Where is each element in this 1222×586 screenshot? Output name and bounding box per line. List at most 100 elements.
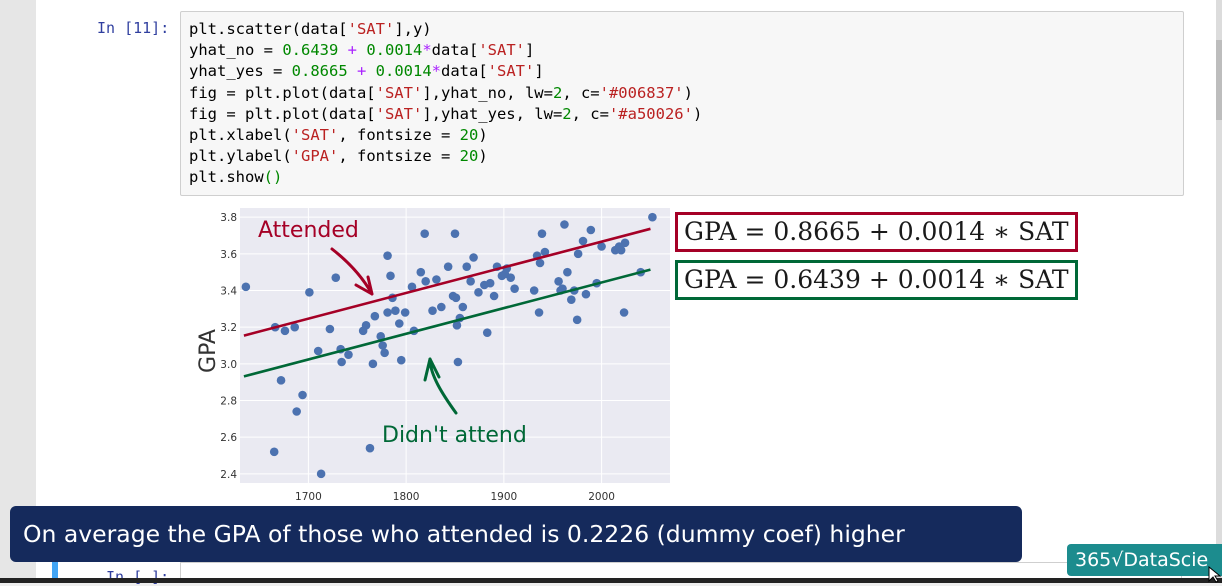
data-point <box>325 324 335 334</box>
equation-didnt-attend: GPA = 0.6439 + 0.0014 ∗ SAT <box>675 260 1078 300</box>
code-cell[interactable] <box>180 11 1184 196</box>
subtitle-caption: On average the GPA of those who attended… <box>10 506 1022 562</box>
data-point <box>566 295 576 304</box>
data-point <box>241 282 251 292</box>
regression-lines <box>243 227 651 378</box>
data-point <box>535 258 545 268</box>
data-point <box>432 275 441 284</box>
data-point <box>474 288 483 297</box>
regression-line <box>243 268 651 378</box>
selected-cell-indicator <box>52 562 58 582</box>
scrollbar-thumb[interactable] <box>1216 40 1222 120</box>
x-tick-label: 1900 <box>490 491 517 503</box>
x-tick-label: 1700 <box>295 491 322 503</box>
y-tick-label: 3.0 <box>220 359 237 371</box>
data-point <box>450 229 460 238</box>
data-point <box>506 273 516 282</box>
data-point <box>581 289 591 299</box>
y-tick-label: 3.6 <box>220 249 237 261</box>
data-point <box>378 341 387 350</box>
data-point <box>469 253 478 262</box>
data-point <box>597 242 606 251</box>
data-point <box>383 251 392 260</box>
data-point <box>394 319 404 328</box>
data-point <box>619 308 629 317</box>
data-point <box>269 447 279 457</box>
data-point <box>280 326 290 336</box>
data-point <box>572 315 582 325</box>
data-point <box>331 273 341 282</box>
data-point <box>563 267 572 277</box>
x-tick-labels: 1700 1800 1900 2000 <box>295 491 615 503</box>
x-tick-label: 2000 <box>588 491 615 503</box>
scatter-points <box>241 212 657 479</box>
regression-line <box>243 227 651 337</box>
data-point <box>437 302 446 312</box>
y-tick-labels: 2.4 2.6 2.8 3.0 3.2 3.4 3.6 3.8 <box>220 212 237 481</box>
code-line: plt.xlabel('SAT', fontsize = 20) <box>189 126 488 145</box>
data-point <box>510 284 519 293</box>
code-line: plt.scatter(data['SAT'],y) <box>189 20 432 38</box>
data-point <box>554 277 563 286</box>
data-point <box>380 348 389 358</box>
mouse-cursor-icon <box>1208 566 1222 583</box>
data-point <box>365 443 375 453</box>
data-point <box>344 350 353 359</box>
data-point <box>537 229 547 238</box>
data-point <box>451 293 461 303</box>
annotation-attended: Attended <box>258 218 359 243</box>
data-point <box>489 291 499 301</box>
next-cell-prompt: In [ ]: <box>106 568 170 586</box>
data-point <box>298 390 307 400</box>
arrow-didnt-attend <box>423 357 458 415</box>
scrollbar[interactable] <box>1216 0 1222 583</box>
data-point <box>462 262 472 271</box>
video-bottom-bar <box>0 578 1222 583</box>
code-line: plt.show() <box>189 168 283 187</box>
y-tick-label: 2.6 <box>220 432 237 444</box>
y-tick-label: 3.2 <box>220 322 237 334</box>
code-line: plt.ylabel('GPA', fontsize = 20) <box>189 147 488 166</box>
data-point <box>305 288 314 297</box>
data-point <box>316 469 326 479</box>
data-point <box>370 311 380 321</box>
x-tick-label: 1800 <box>393 491 420 503</box>
data-point <box>396 355 406 365</box>
code-line: fig = plt.plot(data['SAT'],yhat_no, lw=2… <box>189 83 693 102</box>
data-point <box>368 359 378 369</box>
data-point <box>573 249 583 259</box>
data-point <box>452 321 462 330</box>
annotation-didnt-attend: Didn't attend <box>382 423 527 448</box>
code-line: yhat_yes = 0.8665 + 0.0014*data['SAT'] <box>189 62 544 81</box>
arrow-attended <box>330 247 374 296</box>
code-editor[interactable]: plt.scatter(data['SAT'],y) yhat_no = 0.6… <box>189 19 702 189</box>
data-point <box>560 220 569 229</box>
data-point <box>292 407 301 416</box>
equation-attended: GPA = 0.8665 + 0.0014 ∗ SAT <box>675 212 1078 252</box>
data-point <box>420 229 430 238</box>
scatter-plot: 2.4 2.6 2.8 3.0 3.2 3.4 3.6 3.8 1700 1800 1900 200… <box>196 208 670 503</box>
data-point <box>313 346 323 356</box>
code-line: fig = plt.plot(data['SAT'],yhat_yes, lw=… <box>189 104 703 123</box>
data-point <box>586 225 596 235</box>
data-point <box>361 321 371 330</box>
data-point <box>482 328 492 337</box>
data-point <box>458 302 468 312</box>
data-point <box>407 282 417 292</box>
data-point <box>485 278 495 288</box>
code-line: yhat_no = 0.6439 + 0.0014*data['SAT'] <box>189 41 535 60</box>
brand-logo: 365√DataScie <box>1067 544 1222 576</box>
cell-prompt: In [11]: <box>97 19 170 37</box>
y-tick-label: 2.8 <box>220 396 237 408</box>
data-point <box>376 332 386 341</box>
data-point <box>276 376 286 385</box>
data-point <box>421 277 430 286</box>
data-point <box>383 308 392 317</box>
y-tick-label: 3.8 <box>220 212 237 224</box>
data-point <box>540 247 550 257</box>
data-point <box>391 306 400 315</box>
data-point <box>620 238 630 248</box>
data-point <box>337 357 346 367</box>
data-point <box>616 245 626 255</box>
data-point <box>443 262 453 271</box>
